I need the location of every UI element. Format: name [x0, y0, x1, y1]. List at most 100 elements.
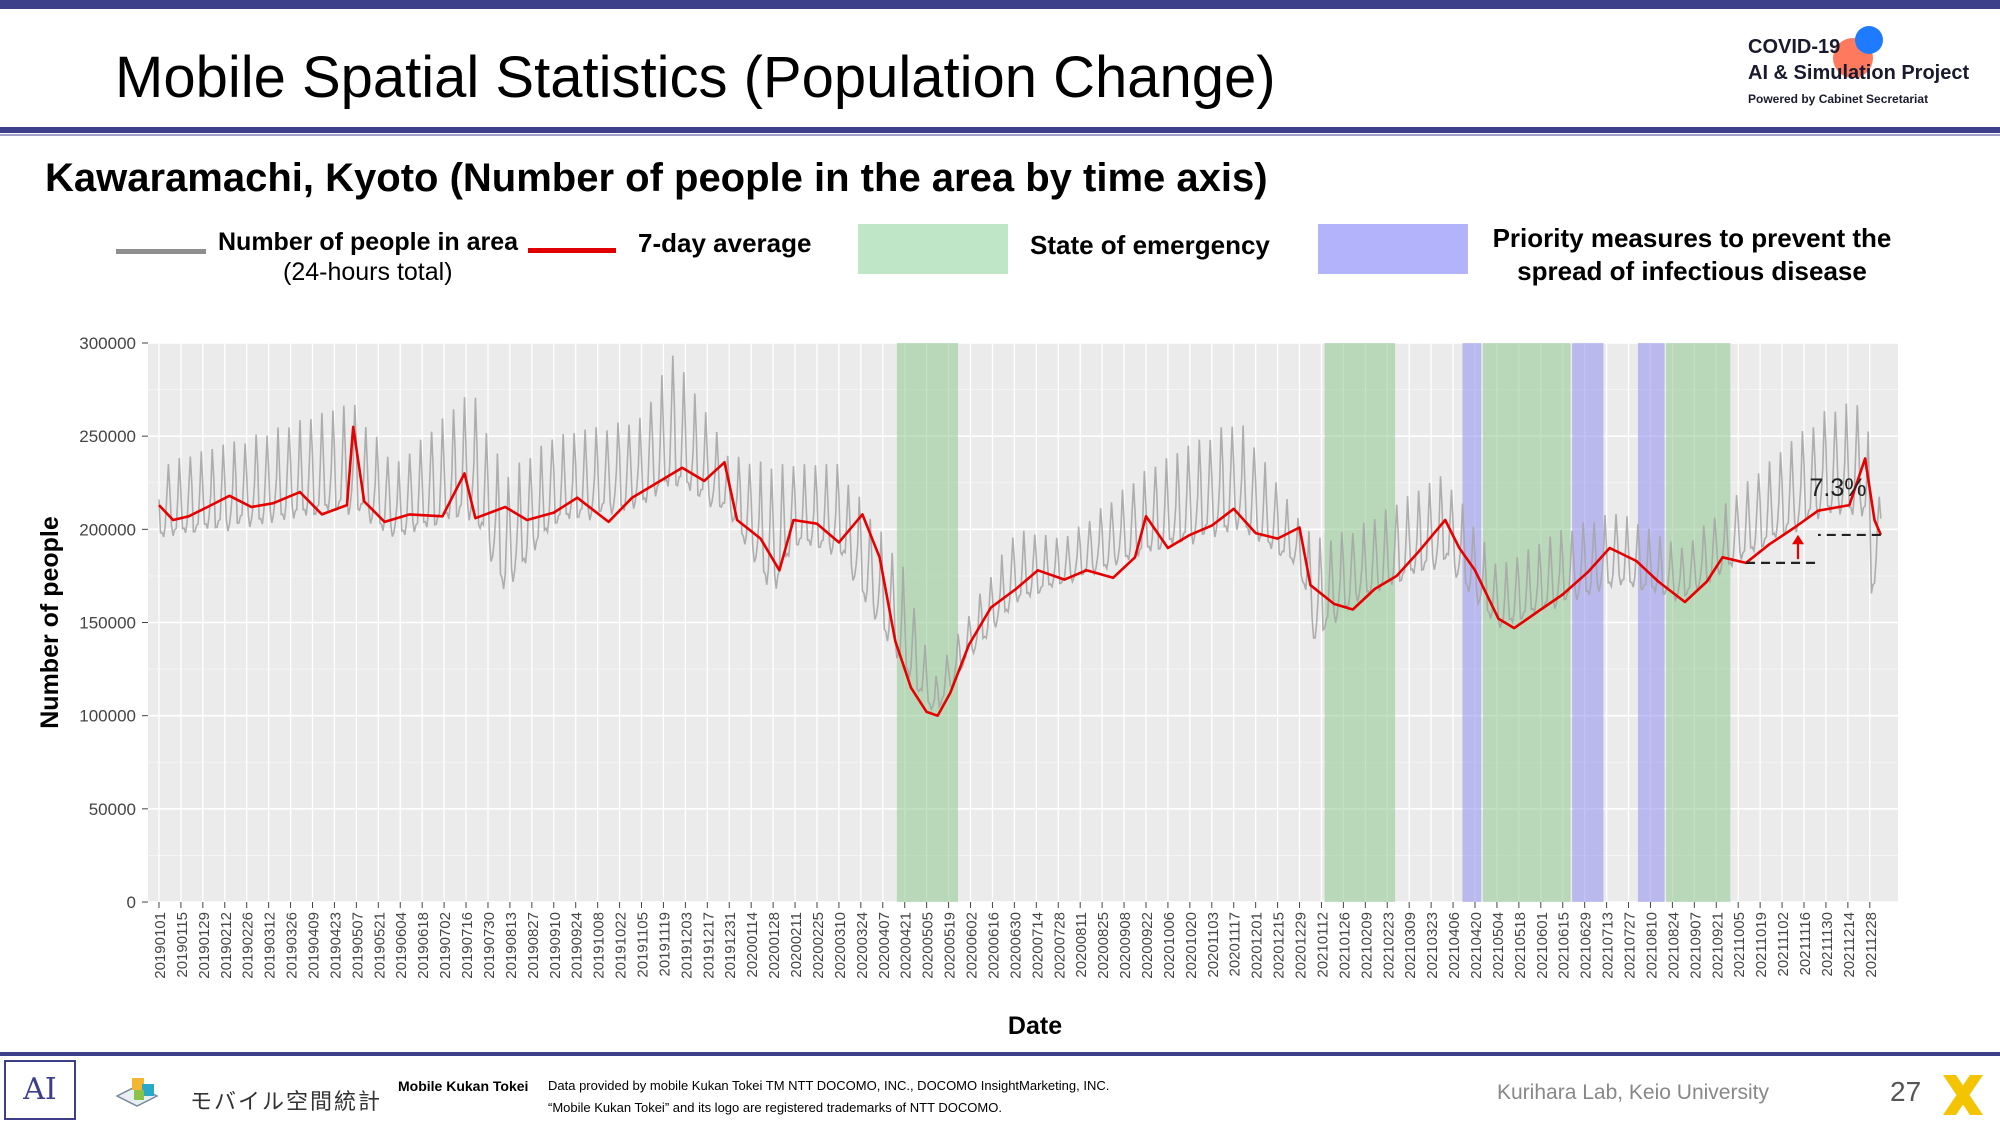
x-tick-label: 20211005 [1731, 912, 1748, 978]
x-tick-label: 20190312 [262, 912, 279, 979]
x-tick-label: 20211116 [1797, 912, 1814, 975]
x-tick-label: 20210420 [1468, 912, 1485, 979]
x-tick-label: 20210727 [1622, 912, 1639, 979]
x-tick-label: 20200714 [1029, 912, 1046, 979]
x-tick-label: 20210921 [1709, 912, 1726, 979]
legend-average-label: 7-day average [638, 228, 812, 258]
covid-project-logo: COVID-19 AI & Simulation Project Powered… [1748, 26, 1978, 112]
chart-subtitle: Kawaramachi, Kyoto (Number of people in … [45, 156, 1268, 200]
brand-name: Mobile Kukan Tokei [398, 1078, 529, 1094]
x-tick-label: 20190129 [196, 912, 213, 979]
x-tick-label: 20190507 [349, 912, 366, 979]
y-tick-label: 200000 [79, 520, 136, 539]
emergency-band [1666, 343, 1731, 902]
lab-credit: Kurihara Lab, Keio University [1497, 1081, 1769, 1104]
x-tick-label: 20200728 [1051, 912, 1068, 979]
x-tick-label: 20190409 [306, 912, 323, 979]
x-tick-label: 20200324 [854, 912, 871, 979]
emergency-band [1482, 343, 1571, 902]
x-tick-label: 20190618 [415, 912, 432, 979]
change-annotation: 7.3% [1810, 474, 1867, 502]
x-tick-label: 20200211 [788, 912, 805, 978]
x-tick-label: 20210223 [1380, 912, 1397, 979]
x-tick-label: 20210615 [1556, 912, 1573, 979]
legend-daily-sublabel: (24-hours total) [283, 258, 453, 286]
legend-emergency-label: State of emergency [1030, 230, 1270, 260]
x-tick-label: 20190101 [152, 912, 169, 979]
x-tick-label: 20201215 [1271, 912, 1288, 979]
x-tick-label: 20200811 [1073, 912, 1090, 978]
ai-lab-logo: AI [4, 1060, 76, 1120]
x-tick-label: 20190702 [437, 912, 454, 979]
trademark-notice: “Mobile Kukan Tokei” and its logo are re… [548, 1100, 1002, 1115]
x-tick-label: 20210504 [1490, 912, 1507, 979]
x-tick-label: 20200114 [744, 912, 761, 978]
x-tick-label: 20190924 [569, 912, 586, 979]
x-tick-label: 20190813 [503, 912, 520, 979]
priority-band [1462, 343, 1482, 902]
page-number: 27 [1890, 1076, 1922, 1107]
x-tick-label: 20190326 [284, 912, 301, 979]
x-tick-label: 20200519 [942, 912, 959, 979]
x-tick-label: 20191217 [700, 912, 717, 979]
x-tick-label: 20190423 [327, 912, 344, 979]
x-tick-label: 20210810 [1643, 912, 1660, 979]
legend-average-swatch [528, 248, 616, 253]
header-divider [0, 127, 2000, 133]
priority-band [1572, 343, 1604, 902]
x-tick-label: 20191105 [635, 912, 652, 978]
y-tick-label: 250000 [79, 427, 136, 446]
x-tick-label: 20201229 [1293, 912, 1310, 979]
x-tick-label: 20201117 [1227, 912, 1244, 977]
x-tick-label: 20190115 [174, 912, 191, 978]
x-tick-label: 20210309 [1402, 912, 1419, 979]
legend-priority-swatch [1318, 224, 1468, 274]
x-tick-label: 20200505 [920, 912, 937, 979]
slide-title: Mobile Spatial Statistics (Population Ch… [115, 45, 1276, 110]
x-tick-label: 20210907 [1687, 912, 1704, 979]
x-tick-label: 20200630 [1007, 912, 1024, 979]
mobile-kukan-logo-text: モバイル空間統計 [190, 1089, 383, 1114]
x-tick-label: 20201020 [1183, 912, 1200, 979]
x-axis-title: Date [1008, 1012, 1062, 1040]
x-tick-label: 20210209 [1358, 912, 1375, 979]
footer-divider [0, 1052, 2000, 1056]
legend-priority-label: Priority measures to prevent the spread … [1492, 223, 1892, 286]
x-tick-label: 20200310 [832, 912, 849, 979]
data-credit: Data provided by mobile Kukan Tokei TM N… [548, 1078, 1110, 1093]
logo-line2: AI & Simulation Project [1748, 62, 1970, 84]
x-tick-label: 20200602 [964, 912, 981, 979]
x-tick-label: 20211130 [1819, 912, 1836, 977]
x-tick-label: 20211102 [1775, 912, 1792, 977]
legend-daily-label: Number of people in area [218, 228, 519, 256]
y-tick-label: 50000 [89, 800, 136, 819]
x-brand-icon [1943, 1075, 1983, 1115]
x-tick-label: 20211214 [1841, 912, 1858, 978]
x-tick-label: 20200908 [1117, 912, 1134, 979]
priority-band [1637, 343, 1665, 902]
x-tick-label: 20210824 [1665, 912, 1682, 979]
x-tick-label: 20200922 [1139, 912, 1156, 979]
x-tick-label: 20190212 [218, 912, 235, 979]
x-tick-label: 20200128 [766, 912, 783, 979]
x-tick-label: 20190604 [393, 912, 410, 979]
logo-line3: Powered by Cabinet Secretariat [1748, 92, 1929, 106]
change-arrow-head [1792, 534, 1804, 545]
logo-line1: COVID-19 [1748, 36, 1841, 58]
x-tick-label: 20190730 [481, 912, 498, 979]
x-tick-label: 20210629 [1578, 912, 1595, 979]
x-tick-label: 20190910 [547, 912, 564, 979]
x-tick-label: 20191022 [613, 912, 630, 979]
x-tick-label: 20191119 [656, 912, 673, 977]
y-tick-label: 0 [127, 893, 136, 912]
mobile-kukan-logo: モバイル空間統計 [112, 1074, 380, 1114]
x-tick-label: 20191231 [722, 912, 739, 979]
header-divider-thin [0, 134, 2000, 136]
x-tick-label: 20200616 [985, 912, 1002, 979]
x-tick-label: 20210126 [1336, 912, 1353, 979]
y-tick-label: 300000 [79, 334, 136, 353]
x-tick-label: 20190716 [459, 912, 476, 979]
x-tick-label: 20211019 [1753, 912, 1770, 978]
x-tick-label: 20210112 [1314, 912, 1331, 978]
x-tick-label: 20210713 [1600, 912, 1617, 979]
